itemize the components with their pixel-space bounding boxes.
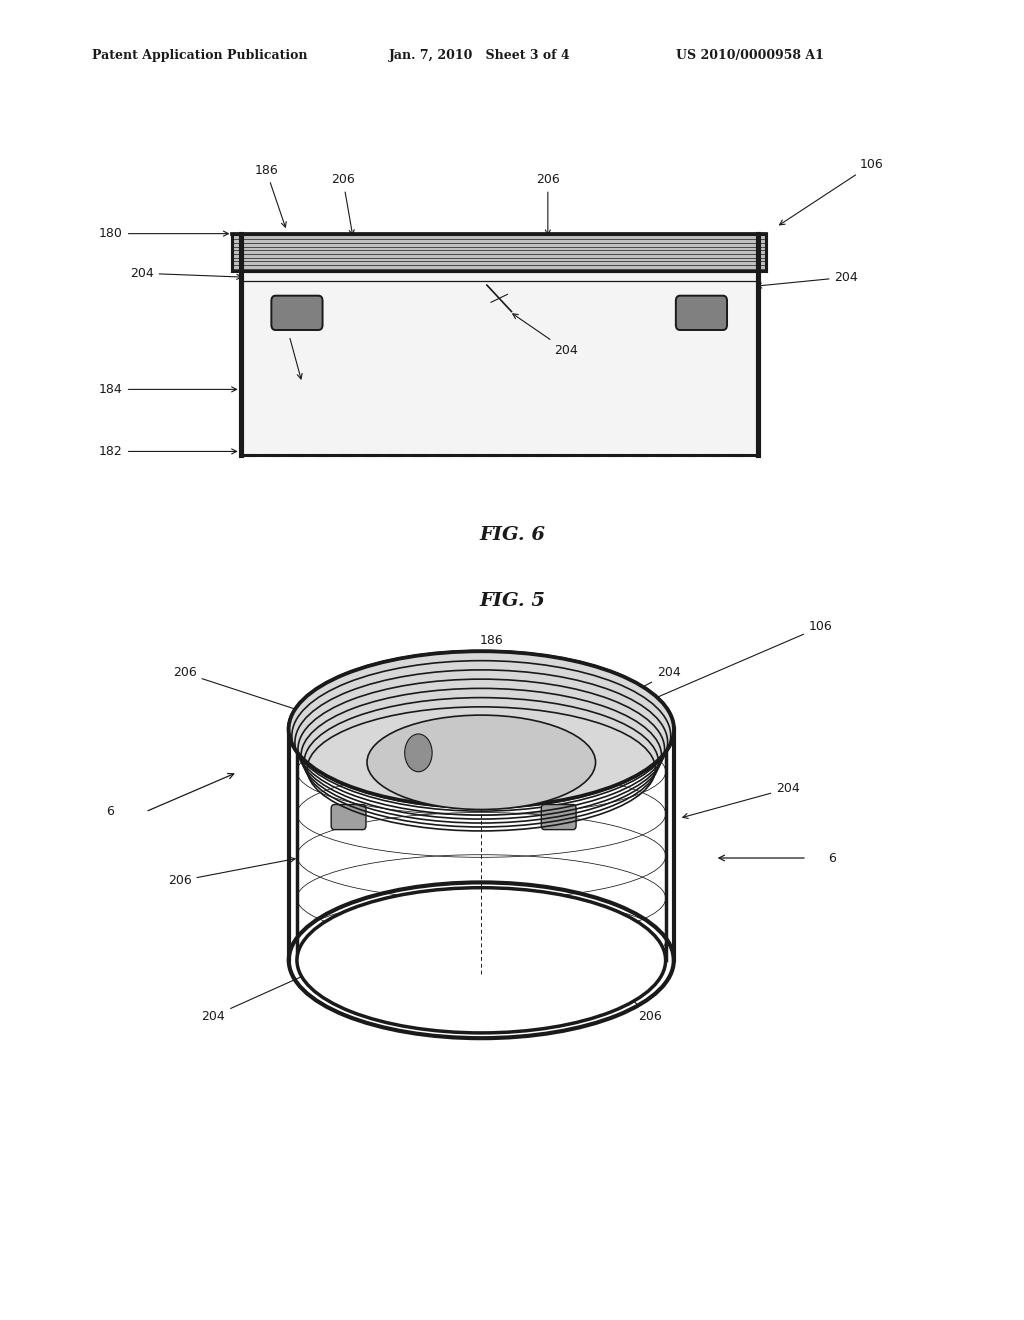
FancyBboxPatch shape	[676, 296, 727, 330]
Text: US 2010/0000958 A1: US 2010/0000958 A1	[676, 49, 823, 62]
Text: 206: 206	[331, 173, 355, 235]
Text: 6: 6	[105, 805, 114, 818]
Text: 106: 106	[779, 157, 884, 224]
Text: 204: 204	[130, 267, 242, 280]
Polygon shape	[241, 271, 758, 455]
Text: 202: 202	[274, 319, 302, 379]
Text: 204: 204	[542, 667, 681, 741]
Ellipse shape	[297, 888, 666, 1034]
Text: 204: 204	[757, 271, 858, 288]
Ellipse shape	[367, 715, 596, 809]
Text: 182: 182	[99, 445, 237, 458]
Ellipse shape	[289, 651, 674, 807]
Text: FIG. 6: FIG. 6	[479, 525, 545, 544]
Text: 206: 206	[173, 667, 333, 722]
Text: 106: 106	[633, 620, 833, 709]
Text: 206: 206	[586, 957, 662, 1023]
Text: 186: 186	[479, 634, 504, 718]
Text: 206: 206	[168, 857, 295, 887]
Text: 180: 180	[99, 227, 228, 240]
FancyBboxPatch shape	[271, 296, 323, 330]
FancyBboxPatch shape	[542, 804, 577, 830]
Text: 204: 204	[202, 952, 357, 1023]
Text: 204: 204	[683, 781, 800, 818]
Text: 204: 204	[513, 314, 578, 356]
Text: 206: 206	[536, 173, 560, 235]
Polygon shape	[232, 234, 766, 271]
Text: 186: 186	[254, 164, 286, 227]
Text: 184: 184	[99, 383, 237, 396]
Ellipse shape	[404, 734, 432, 772]
Text: Patent Application Publication: Patent Application Publication	[92, 49, 307, 62]
FancyBboxPatch shape	[331, 804, 366, 830]
Text: Jan. 7, 2010   Sheet 3 of 4: Jan. 7, 2010 Sheet 3 of 4	[389, 49, 570, 62]
Text: 6: 6	[828, 851, 837, 865]
Text: FIG. 5: FIG. 5	[479, 591, 545, 610]
